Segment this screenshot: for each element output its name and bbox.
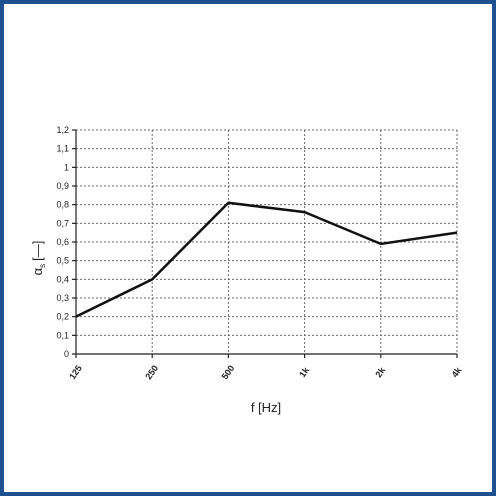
y-tick-label: 0	[64, 349, 69, 359]
y-axis-label: αs [—]	[30, 241, 47, 276]
y-tick-label: 0,2	[56, 312, 69, 322]
y-tick-label: 0,7	[56, 218, 69, 228]
x-axis-label: f [Hz]	[251, 400, 281, 415]
y-tick-label: 0,4	[56, 274, 69, 284]
y-axis-label-subscript: s	[38, 264, 47, 268]
y-axis-label-symbol: α	[30, 267, 45, 275]
y-tick-label: 0,1	[56, 330, 69, 340]
y-tick-label: 0,5	[56, 256, 69, 266]
y-tick-label: 1,1	[56, 144, 69, 154]
y-axis-label-unit: [—]	[30, 241, 45, 261]
x-tick-label: 4k	[450, 364, 465, 379]
y-tick-label: 0,9	[56, 181, 69, 191]
y-tick-label: 0,6	[56, 237, 69, 247]
y-tick-label: 1	[64, 162, 69, 172]
y-tick-label: 0,3	[56, 293, 69, 303]
series-line	[75, 201, 458, 318]
x-tick-label: 1k	[297, 364, 312, 379]
x-tick-label: 2k	[373, 364, 388, 379]
y-tick-label: 0,8	[56, 200, 69, 210]
label-layer: f [Hz] αs [—]	[30, 241, 281, 415]
y-tick-label: 1,2	[56, 125, 69, 135]
svg-text:αs[—]: αs [—]	[30, 241, 47, 276]
x-tick-label: 500	[220, 363, 237, 381]
x-tick-label: 250	[143, 363, 160, 381]
axis-layer: 0 0,1 0,2 0,3 0,4 0,5 0,6 0,7 0,8 0,9 1 1,1 1,2 125 25…	[56, 125, 464, 381]
series-layer	[75, 201, 458, 318]
x-tick-label: 125	[67, 363, 84, 381]
